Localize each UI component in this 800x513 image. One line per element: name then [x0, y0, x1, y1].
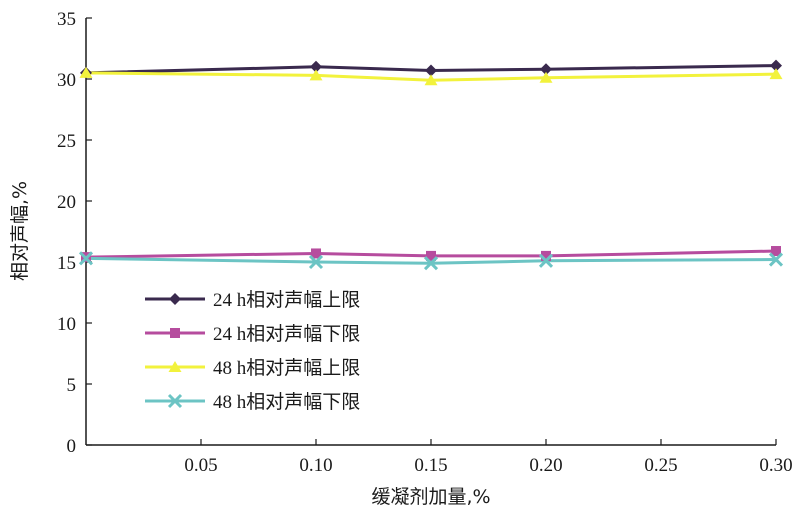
y-tick-label: 0 — [67, 436, 77, 457]
data-point — [539, 71, 553, 83]
x-axis-title: 缓凝剂加量,% — [371, 486, 490, 508]
legend-label: 48 h相对声幅上限 — [213, 357, 360, 379]
data-point — [311, 248, 321, 259]
y-tick-label: 20 — [57, 192, 76, 213]
x-tick-label: 0.20 — [529, 455, 562, 476]
x-tick-label: 0.30 — [759, 455, 792, 476]
data-point — [540, 63, 552, 76]
data-point — [309, 69, 323, 81]
data-point — [770, 59, 782, 72]
legend: 24 h相对声幅上限 24 h相对声幅下限 48 h相对声幅上限 48 h相对声幅下限 — [145, 289, 360, 413]
data-point — [310, 60, 322, 73]
legend-label: 24 h相对声幅上限 — [213, 289, 360, 311]
legend-marker — [167, 393, 183, 409]
legend-item: 24 h相对声幅上限 — [145, 289, 360, 311]
data-point — [308, 254, 324, 270]
legend-marker — [168, 361, 182, 372]
legend-label: 24 h相对声幅下限 — [213, 323, 360, 345]
legend-label: 48 h相对声幅下限 — [213, 391, 360, 413]
data-point — [768, 252, 784, 267]
y-tick-label: 10 — [57, 314, 76, 335]
data-point — [79, 66, 93, 78]
ticks: 0 5 10 15 20 25 30 35 0.05 0.10 0.15 0.20 0.25 0.30 — [57, 9, 793, 476]
y-axis-title: 相对声幅,% — [9, 181, 31, 281]
data-point — [538, 253, 554, 268]
data-point — [769, 68, 783, 80]
y-tick-label: 15 — [57, 253, 76, 274]
y-tick-label: 25 — [57, 131, 76, 152]
data-point — [771, 246, 781, 257]
data-point — [541, 250, 551, 261]
data-point — [423, 256, 439, 271]
legend-item: 48 h相对声幅上限 — [145, 357, 360, 379]
data-point — [424, 74, 438, 86]
legend-item: 24 h相对声幅下限 — [145, 323, 360, 345]
x-tick-label: 0.15 — [414, 455, 447, 476]
data-point — [425, 64, 437, 77]
legend-marker — [169, 293, 181, 305]
y-tick-label: 30 — [57, 70, 76, 91]
series-markers — [78, 59, 784, 271]
y-tick-label: 5 — [67, 375, 77, 396]
series-lines — [85, 64, 777, 265]
data-point — [426, 250, 436, 261]
legend-item: 48 h相对声幅下限 — [145, 391, 360, 413]
x-tick-label: 0.25 — [644, 455, 677, 476]
x-tick-label: 0.05 — [184, 455, 217, 476]
y-tick-label: 35 — [57, 9, 76, 30]
data-point — [78, 251, 94, 266]
legend-marker — [170, 328, 180, 338]
x-tick-label: 0.10 — [299, 455, 332, 476]
